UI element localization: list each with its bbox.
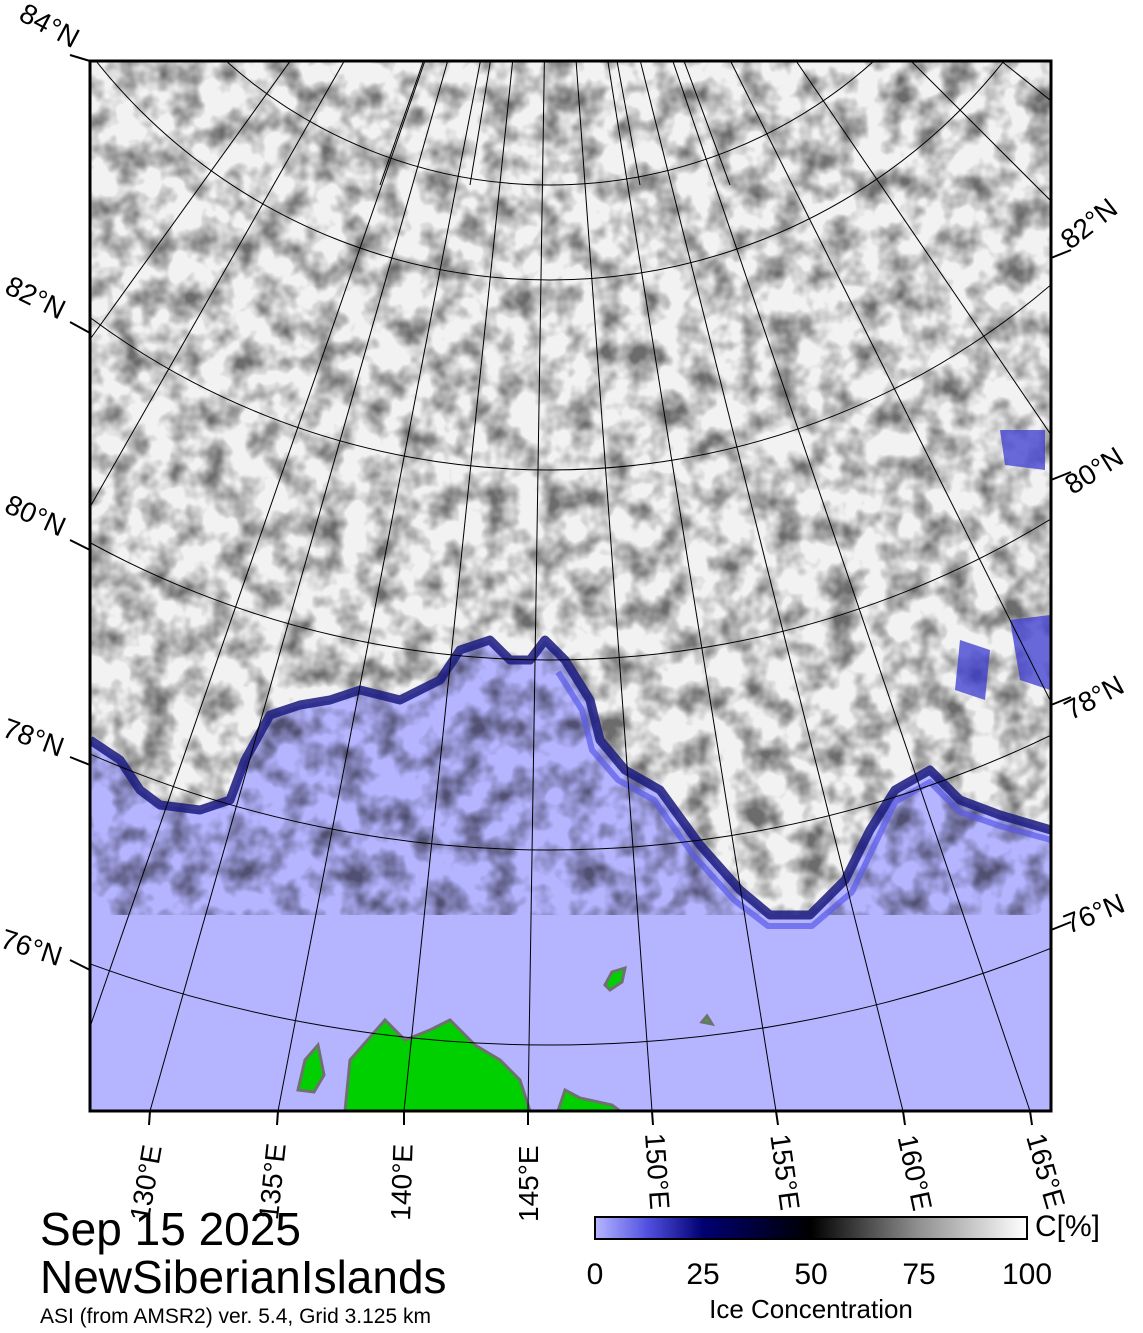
ice-edge	[90, 635, 1051, 920]
lon-label-145e: 145°E	[513, 1145, 544, 1222]
ice-edge-fringe	[555, 670, 1051, 929]
latitude-lines	[90, 61, 1051, 1046]
ice-concentration-map	[69, 54, 1072, 1126]
lon-label-140e: 140°E	[385, 1143, 419, 1222]
longitude-lines	[90, 61, 1051, 1111]
lon-label-150e: 150°E	[639, 1132, 676, 1211]
colorbar-title: Ice Concentration	[709, 1294, 913, 1324]
ice-texture	[90, 61, 1051, 915]
colorbar-tick-50: 50	[794, 1258, 828, 1291]
map-date: Sep 15 2025	[40, 1203, 301, 1255]
map-subtitle: ASI (from AMSR2) ver. 5.4, Grid 3.125 km	[40, 1305, 431, 1328]
map-frame	[88, 59, 1053, 1113]
colorbar-tick-100: 100	[1001, 1258, 1053, 1291]
low-ice-patches-east	[955, 430, 1050, 700]
colorbar-tick-75: 75	[902, 1258, 936, 1291]
ice-concentration-colorbar	[594, 1216, 1028, 1240]
axis-ticks	[69, 54, 1072, 1126]
colorbar-tick-0: 0	[586, 1258, 604, 1291]
map-region: NewSiberianIslands	[40, 1251, 447, 1303]
colorbar-tick-25: 25	[686, 1258, 720, 1291]
new-siberian-islands	[296, 965, 716, 1111]
colorbar-unit: C[%]	[1035, 1210, 1101, 1243]
